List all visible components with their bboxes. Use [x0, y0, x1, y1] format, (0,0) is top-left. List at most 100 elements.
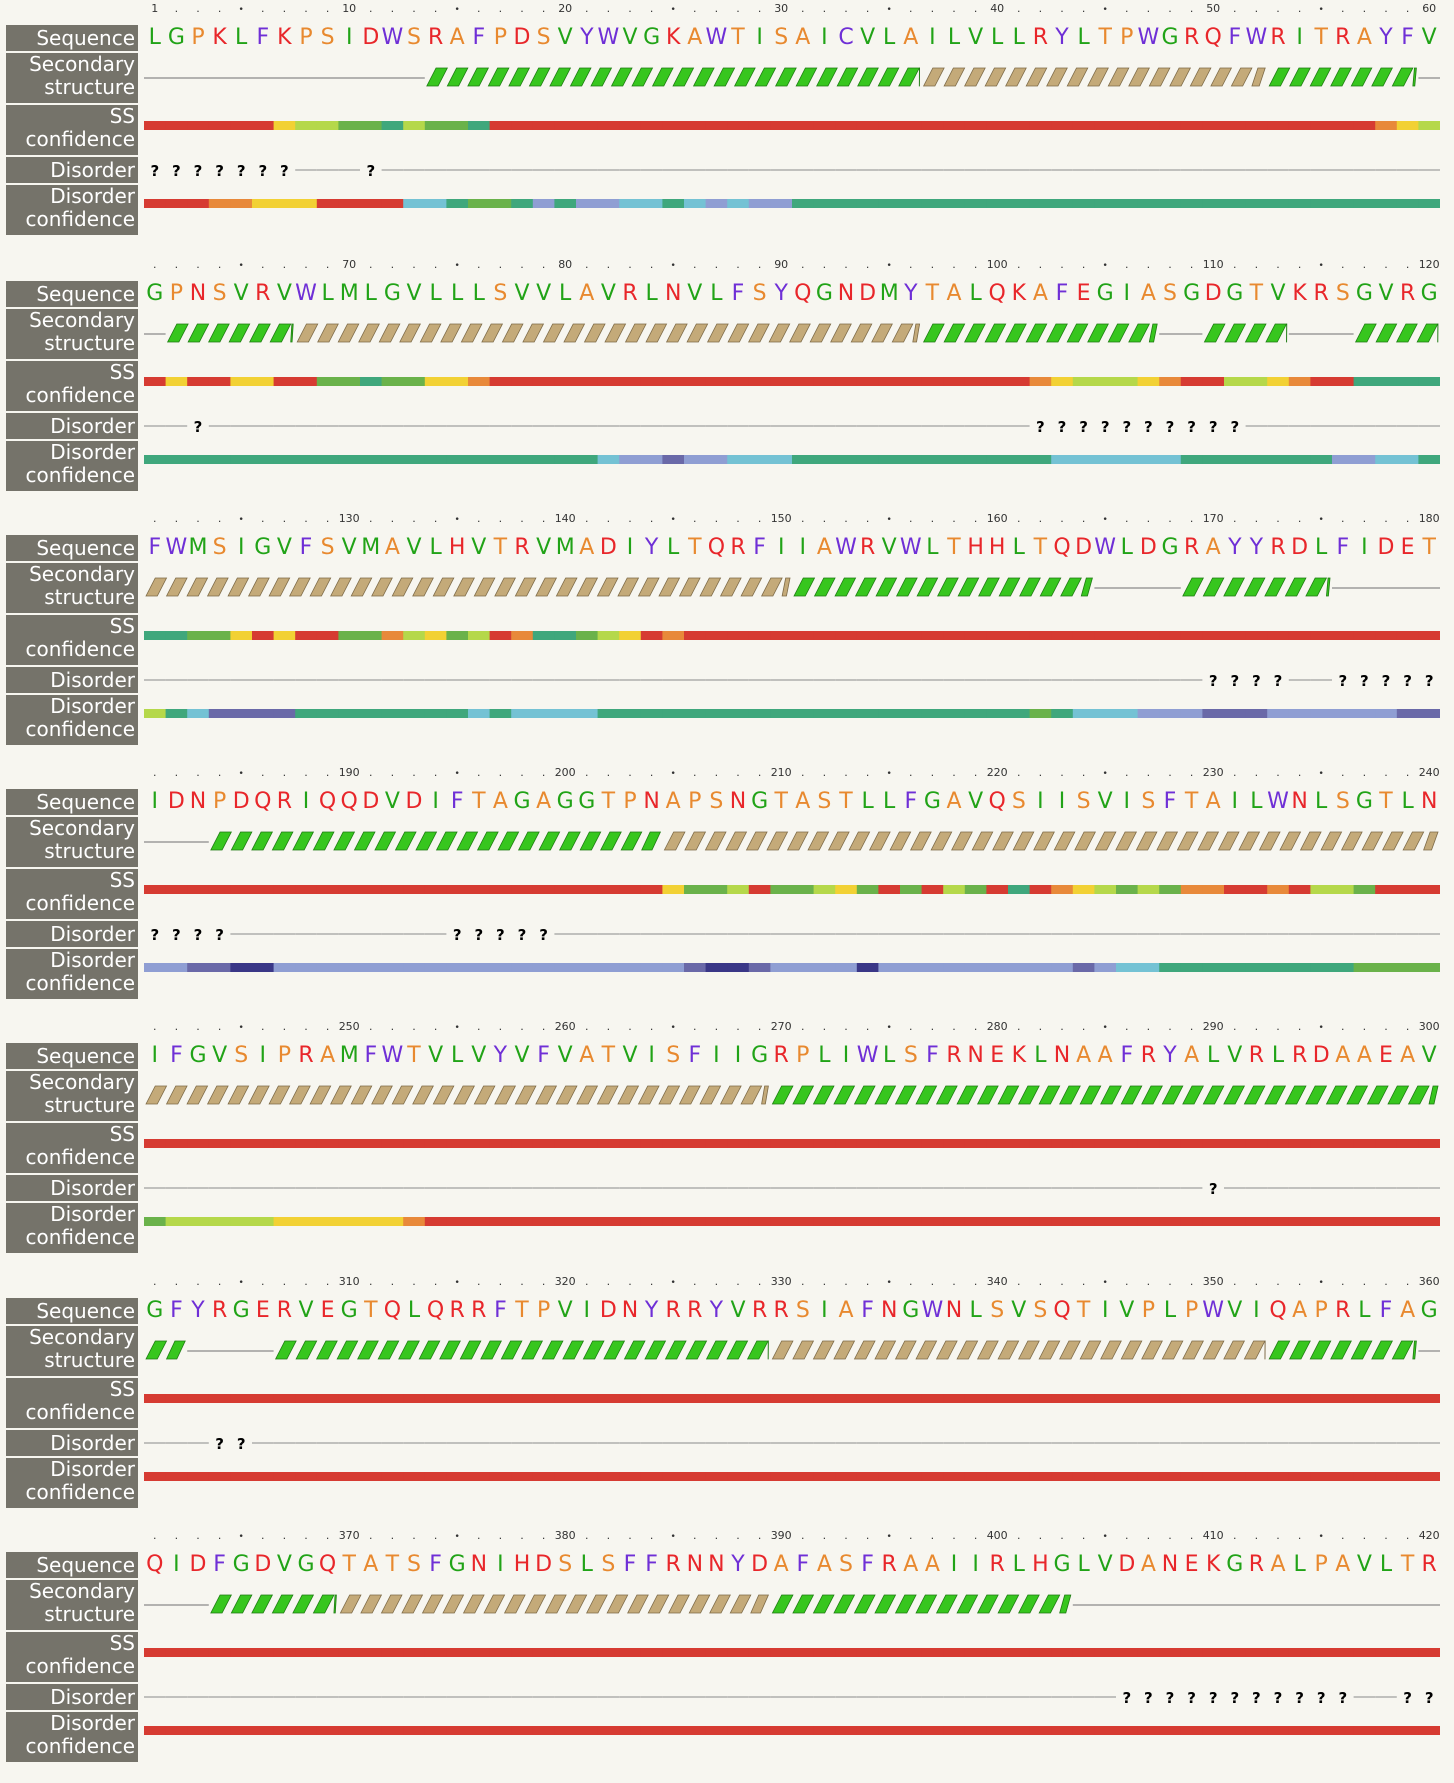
ruler-tick: .: [1146, 258, 1151, 271]
confidence-cell: [446, 1472, 469, 1481]
residue: N: [708, 1552, 725, 1577]
ruler-tick: •: [454, 1532, 460, 1542]
confidence-cell: [1267, 963, 1290, 972]
confidence-cell: [900, 1394, 923, 1403]
confidence-cell: [468, 885, 491, 894]
residue: V: [1356, 1552, 1372, 1577]
confidence-cell: [748, 1217, 771, 1226]
confidence-cell: [230, 1648, 253, 1657]
ruler-number: 140: [554, 512, 576, 525]
residue: S: [795, 1298, 810, 1323]
ruler-tick: .: [1405, 512, 1410, 525]
confidence-cell: [446, 455, 469, 464]
confidence-cell: [943, 1139, 966, 1148]
residue: P: [796, 1043, 810, 1068]
residue: T: [1076, 1298, 1091, 1323]
confidence-cell: [144, 1648, 167, 1657]
residue: R: [946, 1043, 962, 1068]
confidence-cell: [489, 199, 512, 208]
ruler-tick: .: [1017, 512, 1021, 525]
confidence-cell: [1202, 885, 1225, 894]
disorder-track: ?: [144, 1176, 1440, 1200]
residue: I: [1101, 1298, 1109, 1323]
confidence-cell: [727, 455, 750, 464]
confidence-cell: [1180, 709, 1203, 718]
secondary-structure-track: [144, 820, 1440, 864]
confidence-cell: [511, 377, 534, 386]
ruler-tick: •: [1318, 1278, 1324, 1288]
secondary-structure-track: [144, 566, 1440, 610]
residue: E: [255, 1298, 270, 1323]
ruler-tick: .: [261, 766, 265, 779]
ruler-tick: .: [498, 258, 503, 271]
ruler-tick: .: [736, 512, 740, 525]
confidence-cell: [1008, 1139, 1031, 1148]
residue: T: [515, 1298, 529, 1323]
confidence-cell: [792, 199, 815, 208]
confidence-cell: [986, 377, 1009, 386]
residue: I: [648, 1043, 655, 1068]
residue: I: [1058, 789, 1066, 814]
confidence-cell: [576, 963, 599, 972]
ruler-tick: •: [238, 515, 244, 525]
ruler-tick: .: [304, 1020, 308, 1033]
residue: W: [856, 1043, 879, 1068]
confidence-cell: [856, 121, 879, 130]
ruler-number: 390: [770, 1529, 792, 1542]
ruler-tick: .: [585, 512, 589, 525]
confidence-cell: [705, 631, 728, 640]
sequence-label: Sequence: [6, 25, 138, 51]
confidence-cell: [1072, 1139, 1095, 1148]
residue: F: [213, 1552, 226, 1577]
confidence-cell: [1224, 199, 1247, 208]
confidence-cell: [856, 1139, 879, 1148]
confidence-cell: [921, 1648, 944, 1657]
residue: F: [1163, 789, 1177, 814]
confidence-cell: [1137, 1726, 1160, 1735]
confidence-cell: [187, 455, 210, 464]
confidence-cell: [1224, 1217, 1247, 1226]
ruler-tick: .: [649, 258, 654, 271]
ruler-tick: .: [325, 1020, 330, 1033]
disorder-mark: ?: [150, 162, 159, 180]
confidence-cell: [921, 1726, 944, 1735]
confidence-cell: [684, 1217, 707, 1226]
confidence-cell: [684, 199, 707, 208]
ruler-number: 20: [558, 2, 573, 15]
helix-segment: [922, 323, 1158, 343]
residue: R: [514, 535, 530, 560]
confidence-cell: [943, 1648, 966, 1657]
secondary-structure-track: [144, 56, 1440, 100]
residue: D: [1291, 535, 1309, 560]
confidence-cell: [1396, 1394, 1419, 1403]
ruler-tick: .: [261, 2, 265, 15]
residue: I: [345, 25, 353, 50]
ruler-tick: •: [670, 5, 676, 15]
residue: A: [1205, 535, 1221, 560]
ruler-tick: .: [757, 1020, 762, 1033]
confidence-cell: [554, 1472, 577, 1481]
confidence-cell: [187, 963, 210, 972]
residue: F: [1120, 1043, 1134, 1068]
residue: A: [536, 789, 552, 814]
residue: W: [1094, 535, 1117, 560]
ruler-tick: .: [541, 1529, 546, 1542]
disorder-mark: ?: [1209, 1180, 1218, 1198]
confidence-cell: [252, 1472, 275, 1481]
ruler-tick: .: [693, 1275, 697, 1288]
sequence-label-text: Sequence: [36, 790, 135, 814]
confidence-cell: [856, 1472, 879, 1481]
ruler-tick: .: [217, 2, 222, 15]
ruler-number: 250: [338, 1020, 360, 1033]
residue: T: [385, 1552, 400, 1577]
confidence-cell: [1051, 377, 1074, 386]
ruler-tick: .: [498, 1529, 503, 1542]
ruler-tick: .: [520, 766, 524, 779]
ruler-tick: .: [261, 512, 265, 525]
residue: T: [493, 535, 508, 560]
confidence-cell: [1245, 631, 1268, 640]
confidence-cell: [1310, 963, 1333, 972]
confidence-cell: [1288, 1648, 1311, 1657]
confidence-cell: [1137, 455, 1160, 464]
confidence-cell: [900, 1217, 923, 1226]
